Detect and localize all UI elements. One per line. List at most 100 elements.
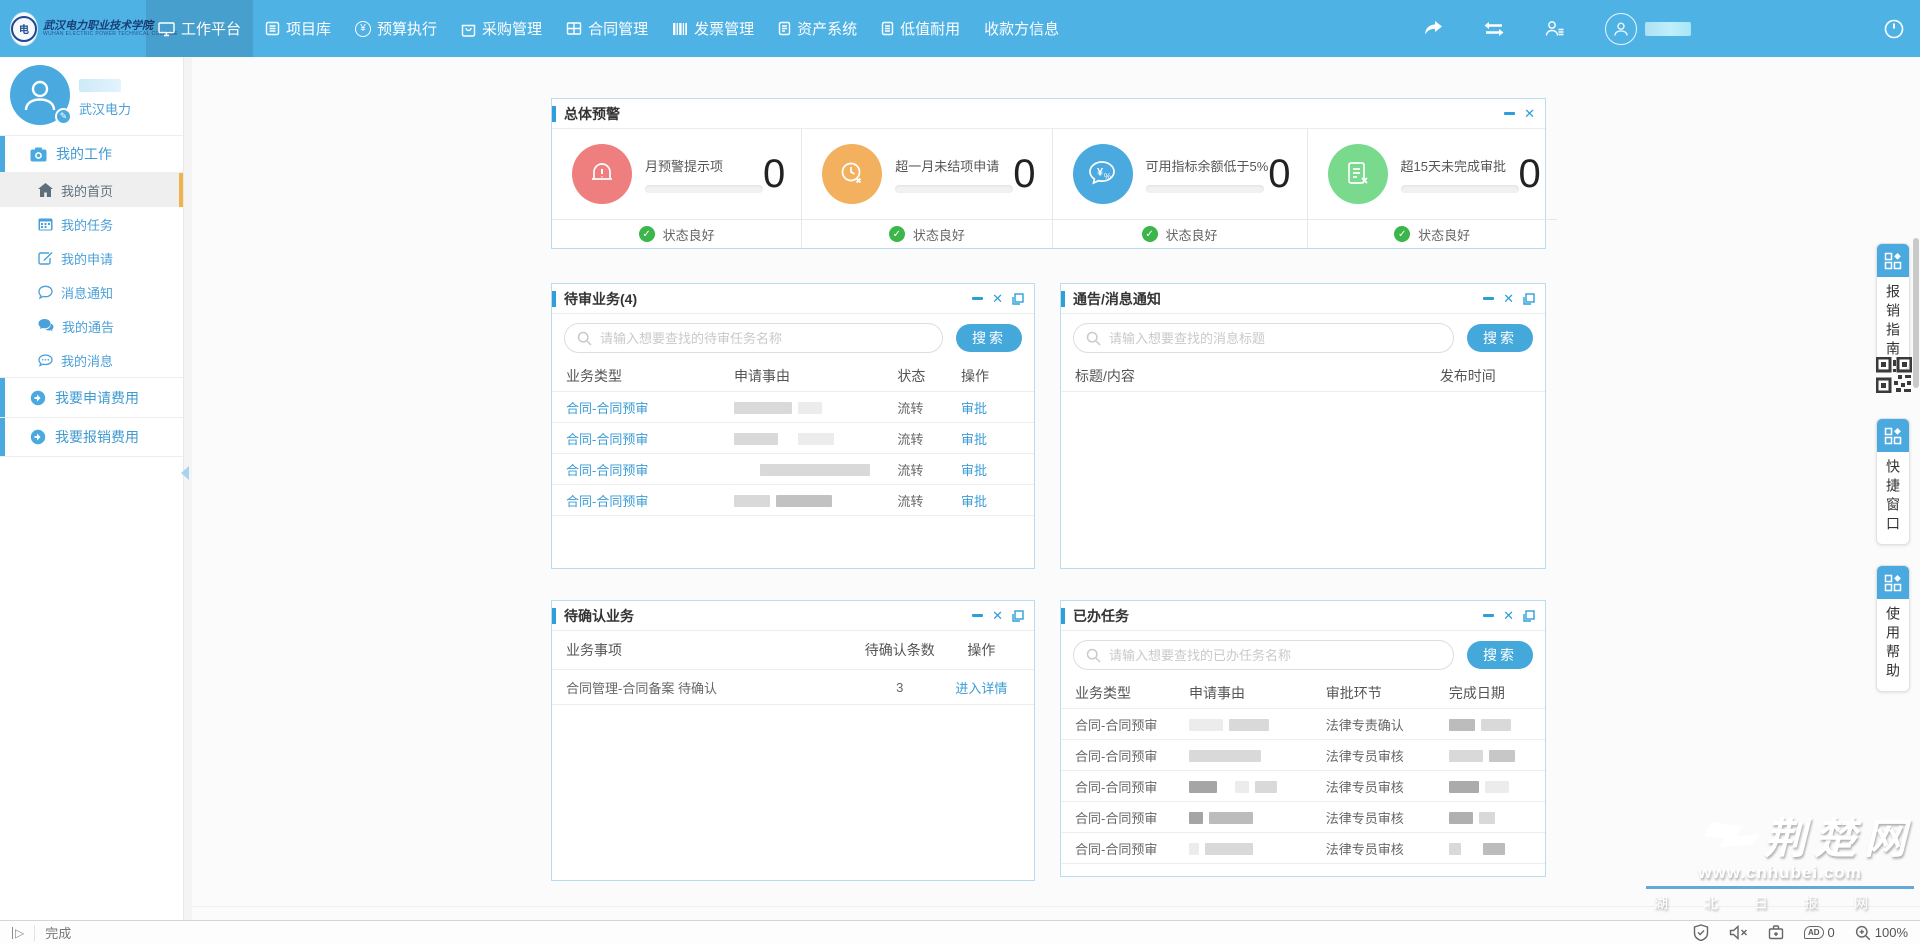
approve-link[interactable]: 审批 <box>960 493 987 509</box>
sidebar-action-apply-expense[interactable]: 我要申请费用 <box>0 377 183 417</box>
alert-label: 月预警提示项 <box>645 158 724 174</box>
user-avatar[interactable] <box>1605 12 1637 45</box>
panel-notices: 通告/消息通知 ✕ 搜索 标题/内容 发布时间 <box>1060 283 1546 569</box>
minimize-icon[interactable] <box>1483 297 1495 300</box>
sidebar-item-my-tasks[interactable]: 我的任务 <box>0 207 183 241</box>
close-icon[interactable]: ✕ <box>1524 106 1535 121</box>
alert-status-text: 状态良好 <box>1418 227 1471 243</box>
nav-item-procurement[interactable]: 采购管理 <box>449 0 554 57</box>
task-status: 流转 <box>897 493 924 509</box>
check-circle-icon: ✓ <box>1394 226 1411 242</box>
sidebar-collapse-strip <box>184 57 192 920</box>
table-row: 合同-合同预审 法律专员审核 <box>1061 770 1545 801</box>
mute-speaker-icon[interactable] <box>1729 925 1748 940</box>
done-table-header: 业务类型 申请事由 审批环节 完成日期 <box>1075 684 1505 701</box>
popout-icon[interactable] <box>1012 609 1024 622</box>
alert-card-overdue-month: 超一月未结项申请 0 ✓ 状态良好 <box>802 129 1053 248</box>
task-type-link[interactable]: 合同-合同预审 <box>566 400 649 416</box>
swap-icon[interactable] <box>1484 21 1504 36</box>
clock-icon <box>822 144 883 204</box>
alert-value: 0 <box>1518 151 1541 196</box>
brand-logo: 电 武汉电力职业技术学院 WUHAN ELECTRIC POWER TECHNI… <box>0 11 178 46</box>
confirm-table-header: 业务事项 待确认条数 操作 <box>566 642 996 658</box>
divider <box>34 924 36 941</box>
panel-overall-alerts: 总体预警 ✕ 月预警提示项 0 ✓ <box>551 98 1557 249</box>
nav-item-project-library[interactable]: 项目库 <box>253 0 343 57</box>
task-type-link[interactable]: 合同-合同预审 <box>566 462 649 478</box>
approve-link[interactable]: 审批 <box>960 462 987 478</box>
collapse-sidebar-icon[interactable] <box>181 466 189 480</box>
table-row: 合同-合同预审 法律专员审核 <box>1061 739 1545 770</box>
logout-power-icon[interactable] <box>1883 18 1905 40</box>
qr-code-icon[interactable] <box>1876 357 1912 393</box>
widget-usage-help[interactable]: 使用帮助 <box>1876 565 1910 692</box>
shield-check-icon[interactable] <box>1693 924 1709 941</box>
minimize-icon[interactable] <box>972 297 984 300</box>
enter-details-link[interactable]: 进入详情 <box>955 680 1008 696</box>
nav-item-work-platform[interactable]: 工作平台 <box>146 0 254 57</box>
minimize-icon[interactable] <box>1504 112 1516 115</box>
popout-icon[interactable] <box>1523 292 1535 305</box>
grid-diamond-icon <box>1877 419 1909 452</box>
panel-title: 待确认业务 <box>564 607 634 624</box>
edit-profile-icon[interactable]: ✎ <box>55 108 72 125</box>
share-icon[interactable] <box>1424 20 1443 37</box>
nav-item-contract-management[interactable]: 合同管理 <box>554 0 660 57</box>
close-icon[interactable]: ✕ <box>1503 608 1514 623</box>
sidebar-action-reimburse-expense[interactable]: 我要报销费用 <box>0 417 183 457</box>
sidebar-profile: ✎ 武汉电力 <box>0 57 183 135</box>
nav-item-asset-system[interactable]: 资产系统 <box>766 0 869 57</box>
popout-icon[interactable] <box>1012 292 1024 305</box>
approve-link[interactable]: 审批 <box>960 431 987 447</box>
search-icon <box>1086 331 1101 346</box>
sidebar: ✎ 武汉电力 我的工作 我的首页 我的任务 我的申请 消息通知 我的通告 我的消… <box>0 57 184 920</box>
arrow-circle-icon <box>30 390 46 406</box>
popout-icon[interactable] <box>1523 609 1535 622</box>
sidebar-item-message-notifications[interactable]: 消息通知 <box>0 275 183 309</box>
yen-bubble-icon: ¥% <box>1072 144 1133 204</box>
chat-dots-icon <box>38 353 53 367</box>
done-search-input[interactable] <box>1109 647 1441 663</box>
nav-item-invoice-management[interactable]: 发票管理 <box>660 0 766 57</box>
task-type: 合同-合同预审 <box>1075 779 1158 795</box>
widget-quick-window[interactable]: 快捷窗口 <box>1876 418 1910 545</box>
redacted-reason <box>1189 841 1326 856</box>
pending-search-button[interactable]: 搜索 <box>956 324 1022 352</box>
monitor-icon <box>158 21 175 37</box>
close-icon[interactable]: ✕ <box>1503 291 1514 306</box>
minimize-icon[interactable] <box>972 614 984 617</box>
panel-title: 待审业务(4) <box>564 290 638 307</box>
sidebar-item-my-applications[interactable]: 我的申请 <box>0 241 183 275</box>
widget-reimbursement-guide[interactable]: 报销指南 <box>1876 243 1910 370</box>
panel-to-confirm: 待确认业务 ✕ 业务事项 待确认条数 操作 合同管理-合同备案 待确认 3 进入… <box>551 600 1035 881</box>
profile-avatar[interactable]: ✎ <box>10 65 72 125</box>
done-search-button[interactable]: 搜索 <box>1467 641 1533 669</box>
sidebar-section-my-work[interactable]: 我的工作 <box>0 135 183 173</box>
yen-circle-icon: ¥ <box>355 20 372 37</box>
sidebar-item-my-announcements[interactable]: 我的通告 <box>0 309 183 343</box>
nav-item-budget-execution[interactable]: ¥ 预算执行 <box>343 0 449 57</box>
nav-item-payee-info[interactable]: 收款方信息 <box>984 21 1060 38</box>
vertical-scrollbar[interactable] <box>1913 238 1919 388</box>
minimize-icon[interactable] <box>1483 614 1495 617</box>
task-type-link[interactable]: 合同-合同预审 <box>566 431 649 447</box>
pending-search-input[interactable] <box>600 330 930 346</box>
ad-filter-badge[interactable]: AD 0 <box>1803 925 1835 940</box>
approval-step: 法律专员审核 <box>1325 810 1404 826</box>
redacted-reason <box>733 400 897 415</box>
person-list-icon[interactable] <box>1545 20 1565 37</box>
toolbox-icon[interactable] <box>1768 925 1784 940</box>
task-type-link[interactable]: 合同-合同预审 <box>566 493 649 509</box>
check-circle-icon: ✓ <box>888 226 905 242</box>
zoom-control[interactable]: 100% <box>1855 925 1908 941</box>
notices-search-input[interactable] <box>1109 330 1441 346</box>
sidebar-item-my-home[interactable]: 我的首页 <box>0 173 183 207</box>
browser-status-bar: ▷ 完成 AD 0 100% <box>0 920 1920 944</box>
sidebar-item-my-messages[interactable]: 我的消息 <box>0 343 183 377</box>
close-icon[interactable]: ✕ <box>992 291 1003 306</box>
close-icon[interactable]: ✕ <box>992 608 1003 623</box>
list-icon <box>265 21 280 36</box>
notices-search-button[interactable]: 搜索 <box>1467 324 1533 352</box>
approve-link[interactable]: 审批 <box>960 400 987 416</box>
nav-item-low-value-durable[interactable]: 低值耐用 <box>869 0 972 57</box>
